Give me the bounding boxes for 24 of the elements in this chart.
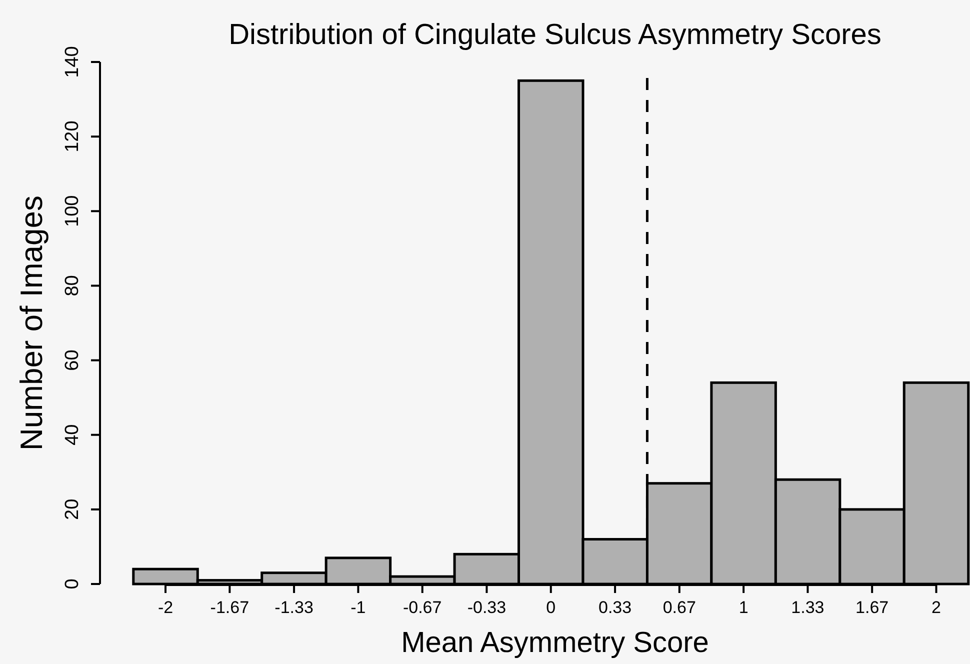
y-tick-label: 40 bbox=[62, 424, 83, 446]
x-tick-label: 2 bbox=[932, 598, 941, 617]
x-tick-label: 0.67 bbox=[662, 598, 696, 617]
y-tick-label: 140 bbox=[62, 46, 83, 78]
y-tick-label: 20 bbox=[62, 498, 83, 520]
x-tick-label: 1.67 bbox=[856, 598, 889, 617]
y-tick-label: 80 bbox=[62, 275, 83, 296]
x-tick-label: -1.33 bbox=[274, 598, 314, 617]
x-tick-label: -1.67 bbox=[210, 598, 250, 617]
chart-title: Distribution of Cingulate Sulcus Asymmetry Scores bbox=[228, 19, 882, 51]
y-tick-label: 120 bbox=[62, 120, 83, 152]
x-tick-label: -0.33 bbox=[467, 598, 506, 617]
y-axis-title: Number of Images bbox=[14, 196, 49, 450]
x-tick-label: 0.33 bbox=[598, 598, 632, 617]
x-tick-label: 1 bbox=[738, 598, 748, 617]
y-tick-label: 60 bbox=[62, 350, 83, 371]
y-tick-label: 0 bbox=[62, 578, 83, 590]
x-axis-title: Mean Asymmetry Score bbox=[401, 627, 709, 659]
y-tick-label: 100 bbox=[62, 195, 83, 227]
x-tick-label: -1 bbox=[350, 598, 366, 617]
x-tick-label: -0.67 bbox=[402, 598, 442, 617]
x-tick-label: 0 bbox=[546, 598, 556, 617]
x-tick-label: 1.33 bbox=[791, 598, 824, 617]
x-tick-label: -2 bbox=[158, 598, 174, 617]
